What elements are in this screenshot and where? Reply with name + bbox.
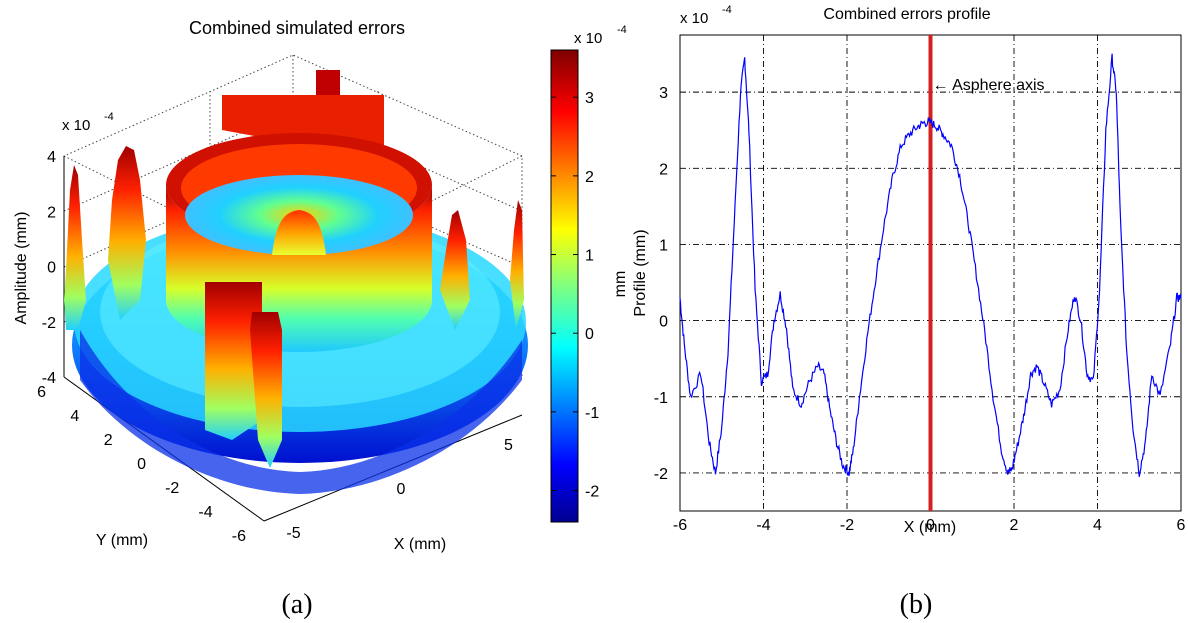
surface-y-tick-label: -4: [198, 504, 212, 521]
profile-y-tick-label: 2: [659, 161, 668, 178]
profile-x-tick-label: -6: [673, 517, 687, 534]
surface-ylabel: Y (mm): [96, 532, 148, 549]
profile-series-line: [679, 53, 1182, 477]
profile-y-tick-label: -2: [654, 466, 668, 483]
surface-z-tick-labels: 4 2 0 -2 -4: [42, 149, 56, 387]
profile-y-tick-labels: 3 2 1 0 -1 -2: [654, 85, 668, 483]
profile-x-tick-label: 4: [1093, 517, 1102, 534]
colorbar-tick-label: -2: [585, 484, 599, 501]
colorbar-tick-label: 3: [585, 90, 594, 107]
surface-plot: [64, 70, 528, 494]
surface-y-tick-label: 6: [37, 384, 46, 401]
caption-b: (b): [900, 589, 933, 620]
surface-y-tick-label: -2: [165, 480, 179, 497]
caption-a: (a): [281, 589, 312, 620]
profile-x-tick-label: 2: [1010, 517, 1019, 534]
colorbar-tick-label: 0: [585, 326, 594, 343]
surface-x-tick-labels: -5 0 5: [286, 437, 513, 542]
asphere-axis-annotation: ← Asphere axis: [933, 77, 1045, 94]
colorbar-gradient: [550, 49, 579, 523]
surface-y-tick-labels: 6 4 2 0 -2 -4 -6: [37, 384, 246, 545]
surface-x-tick-label: 5: [504, 437, 513, 454]
profile-title: Combined errors profile: [823, 6, 990, 23]
surface-panel: Combined simulated errors: [13, 18, 629, 620]
surface-z-multiplier: x 10: [62, 117, 90, 134]
profile-y-tick-label: -1: [654, 390, 668, 407]
profile-x-tick-label: 6: [1177, 517, 1186, 534]
profile-ylabel: Profile (mm): [632, 229, 649, 316]
colorbar-multiplier: x 10: [574, 30, 602, 47]
profile-y-tick-label: 1: [659, 237, 668, 254]
profile-y-exponent: -4: [722, 4, 732, 16]
surface-z-exponent: -4: [104, 111, 114, 123]
colorbar-tick-label: 2: [585, 169, 594, 186]
surface-zlabel: Amplitude (mm): [13, 212, 30, 325]
surface-z-tick-label: 0: [47, 260, 56, 277]
profile-y-tick-label: 3: [659, 85, 668, 102]
profile-x-tick-label: -4: [756, 517, 770, 534]
profile-y-multiplier: x 10: [680, 10, 708, 27]
surface-z-tick-label: 4: [47, 149, 56, 166]
profile-panel: Combined errors profile x 10 -4 -6 -4 -2 0 2…: [632, 4, 1186, 620]
surface-title: Combined simulated errors: [189, 18, 405, 38]
colorbar: x 10 -4 3 2 1 0 -1 -2 mm: [550, 24, 629, 523]
surface-y-tick-label: 0: [137, 456, 146, 473]
colorbar-tick-labels: 3 2 1 0 -1 -2: [551, 90, 599, 501]
surface-y-tick-label: 4: [70, 408, 79, 425]
surface-z-tick-label: 2: [47, 204, 56, 221]
colorbar-label: mm: [612, 271, 629, 298]
colorbar-tick-label: -1: [585, 405, 599, 422]
surface-z-tick-label: -4: [42, 370, 56, 387]
profile-xlabel: X (mm): [904, 519, 956, 536]
colorbar-exponent: -4: [617, 24, 627, 36]
surface-xlabel: X (mm): [394, 536, 446, 553]
surface-x-tick-label: -5: [286, 525, 300, 542]
surface-z-tick-label: -2: [42, 315, 56, 332]
surface-y-tick-label: -6: [232, 528, 246, 545]
colorbar-tick-label: 1: [585, 248, 594, 265]
profile-y-tick-label: 0: [659, 314, 668, 331]
profile-x-tick-labels: -6 -4 -2 0 2 4 6: [673, 517, 1186, 534]
surface-y-tick-label: 2: [104, 432, 113, 449]
surface-x-tick-label: 0: [397, 481, 406, 498]
profile-x-tick-label: 0: [926, 517, 935, 534]
profile-x-tick-label: -2: [840, 517, 854, 534]
